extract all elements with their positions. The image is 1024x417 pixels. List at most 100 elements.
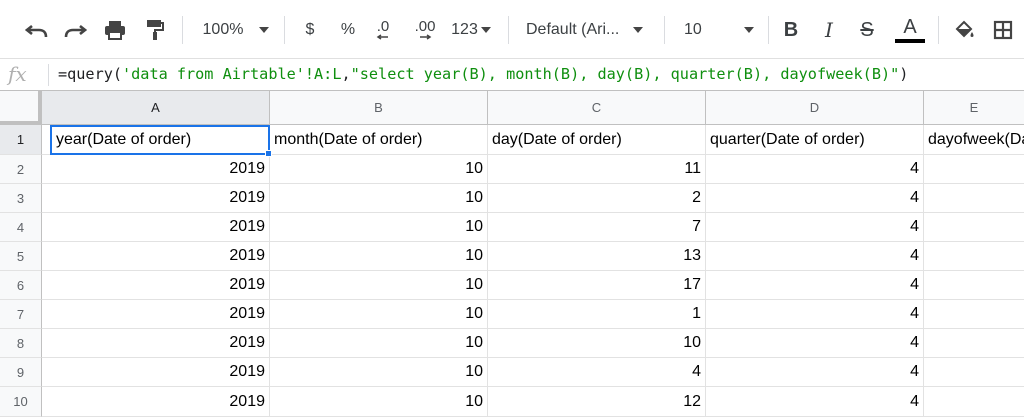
cell-a6[interactable]: 2019 bbox=[42, 271, 270, 300]
cell-d7[interactable]: 4 bbox=[706, 300, 924, 329]
cell-e7[interactable] bbox=[924, 300, 1024, 329]
row-header-1[interactable]: 1 bbox=[0, 125, 42, 155]
formula-bar: fx =query('data from Airtable'!A:L,"sele… bbox=[0, 59, 1024, 91]
cell-d9[interactable]: 4 bbox=[706, 358, 924, 387]
text-color-button[interactable]: A bbox=[892, 16, 928, 44]
cell-d2[interactable]: 4 bbox=[706, 155, 924, 184]
cell-e3[interactable] bbox=[924, 184, 1024, 213]
fx-icon: fx bbox=[8, 62, 27, 86]
cell-b7[interactable]: 10 bbox=[270, 300, 488, 329]
chevron-down-icon bbox=[743, 27, 754, 33]
cell-a7[interactable]: 2019 bbox=[42, 300, 270, 329]
fill-color-button[interactable] bbox=[950, 16, 978, 44]
cell-c8[interactable]: 10 bbox=[488, 329, 706, 358]
cell-d3[interactable]: 4 bbox=[706, 184, 924, 213]
text-color-swatch bbox=[895, 39, 925, 43]
cell-b4[interactable]: 10 bbox=[270, 213, 488, 242]
cell-b6[interactable]: 10 bbox=[270, 271, 488, 300]
row-header-2[interactable]: 2 bbox=[0, 155, 42, 184]
cell-d4[interactable]: 4 bbox=[706, 213, 924, 242]
cell-d10[interactable]: 4 bbox=[706, 387, 924, 417]
row-header-10[interactable]: 10 bbox=[0, 387, 42, 417]
select-all-corner[interactable] bbox=[0, 91, 42, 125]
undo-button[interactable] bbox=[22, 16, 52, 44]
more-formats-button[interactable]: 123 bbox=[448, 16, 494, 44]
row-header-5[interactable]: 5 bbox=[0, 242, 42, 271]
print-button[interactable] bbox=[100, 16, 130, 44]
cell-d6[interactable]: 4 bbox=[706, 271, 924, 300]
cell-a9[interactable]: 2019 bbox=[42, 358, 270, 387]
column-header-b[interactable]: B bbox=[270, 91, 488, 125]
italic-icon: I bbox=[825, 18, 833, 42]
cell-c4[interactable]: 7 bbox=[488, 213, 706, 242]
redo-button[interactable] bbox=[60, 16, 90, 44]
cell-a1[interactable]: year(Date of order) bbox=[42, 125, 270, 155]
undo-icon bbox=[25, 24, 48, 38]
toolbar: 100% $ % .0 .00 123 Default (Ari... 10 B… bbox=[0, 0, 1024, 59]
bold-button[interactable]: B bbox=[778, 16, 804, 44]
column-header-c[interactable]: C bbox=[488, 91, 706, 125]
currency-format-button[interactable]: $ bbox=[305, 21, 315, 38]
zoom-select[interactable]: 100% bbox=[196, 16, 276, 44]
cell-b1[interactable]: month(Date of order) bbox=[270, 125, 488, 155]
row-header-4[interactable]: 4 bbox=[0, 213, 42, 242]
cell-e5[interactable] bbox=[924, 242, 1024, 271]
cell-c6[interactable]: 17 bbox=[488, 271, 706, 300]
row-header-6[interactable]: 6 bbox=[0, 271, 42, 300]
cell-c5[interactable]: 13 bbox=[488, 242, 706, 271]
paint-format-button[interactable] bbox=[140, 16, 170, 44]
cell-c1[interactable]: day(Date of order) bbox=[488, 125, 706, 155]
cell-a10[interactable]: 2019 bbox=[42, 387, 270, 417]
spreadsheet-grid: A B C D E 1 2 3 4 5 6 7 8 9 10 year(Date… bbox=[0, 91, 1024, 417]
fill-handle[interactable] bbox=[265, 150, 272, 157]
borders-icon bbox=[993, 20, 1013, 40]
font-size-value: 10 bbox=[684, 21, 702, 38]
cell-e10[interactable] bbox=[924, 387, 1024, 417]
cell-e2[interactable] bbox=[924, 155, 1024, 184]
percent-format-button[interactable]: % bbox=[340, 21, 356, 38]
font-family-select[interactable]: Default (Ari... bbox=[526, 16, 654, 44]
strikethrough-button[interactable]: S bbox=[854, 16, 880, 44]
row-header-9[interactable]: 9 bbox=[0, 358, 42, 387]
increase-decimal-button[interactable]: .00 bbox=[408, 16, 442, 44]
cell-e4[interactable] bbox=[924, 213, 1024, 242]
cell-a8[interactable]: 2019 bbox=[42, 329, 270, 358]
cell-b2[interactable]: 10 bbox=[270, 155, 488, 184]
decrease-decimal-button[interactable]: .0 bbox=[368, 16, 398, 44]
cell-c10[interactable]: 12 bbox=[488, 387, 706, 417]
cell-a5[interactable]: 2019 bbox=[42, 242, 270, 271]
paint-format-icon bbox=[147, 20, 164, 40]
cell-b8[interactable]: 10 bbox=[270, 329, 488, 358]
cell-b10[interactable]: 10 bbox=[270, 387, 488, 417]
cell-b5[interactable]: 10 bbox=[270, 242, 488, 271]
cell-a3[interactable]: 2019 bbox=[42, 184, 270, 213]
fill-color-icon bbox=[955, 20, 974, 38]
column-header-a[interactable]: A bbox=[42, 91, 270, 125]
cell-e9[interactable] bbox=[924, 358, 1024, 387]
cell-e8[interactable] bbox=[924, 329, 1024, 358]
cell-a4[interactable]: 2019 bbox=[42, 213, 270, 242]
font-size-select[interactable]: 10 bbox=[680, 16, 760, 44]
cell-a2[interactable]: 2019 bbox=[42, 155, 270, 184]
cell-c7[interactable]: 1 bbox=[488, 300, 706, 329]
cell-b3[interactable]: 10 bbox=[270, 184, 488, 213]
row-header-8[interactable]: 8 bbox=[0, 329, 42, 358]
row-header-3[interactable]: 3 bbox=[0, 184, 42, 213]
cell-d8[interactable]: 4 bbox=[706, 329, 924, 358]
formula-input[interactable]: =query('data from Airtable'!A:L,"select … bbox=[58, 65, 909, 83]
cell-c2[interactable]: 11 bbox=[488, 155, 706, 184]
zoom-value: 100% bbox=[202, 21, 244, 38]
cell-c9[interactable]: 4 bbox=[488, 358, 706, 387]
row-header-7[interactable]: 7 bbox=[0, 300, 42, 329]
cell-d1[interactable]: quarter(Date of order) bbox=[706, 125, 924, 155]
cell-e6[interactable] bbox=[924, 271, 1024, 300]
cell-c3[interactable]: 2 bbox=[488, 184, 706, 213]
column-header-e[interactable]: E bbox=[924, 91, 1024, 125]
cell-d5[interactable]: 4 bbox=[706, 242, 924, 271]
cell-e1[interactable]: dayofweek(Date of order) bbox=[924, 125, 1024, 155]
font-family-value: Default (Ari... bbox=[526, 21, 620, 38]
column-header-d[interactable]: D bbox=[706, 91, 924, 125]
cell-b9[interactable]: 10 bbox=[270, 358, 488, 387]
borders-button[interactable] bbox=[990, 16, 1016, 44]
italic-button[interactable]: I bbox=[816, 16, 842, 44]
